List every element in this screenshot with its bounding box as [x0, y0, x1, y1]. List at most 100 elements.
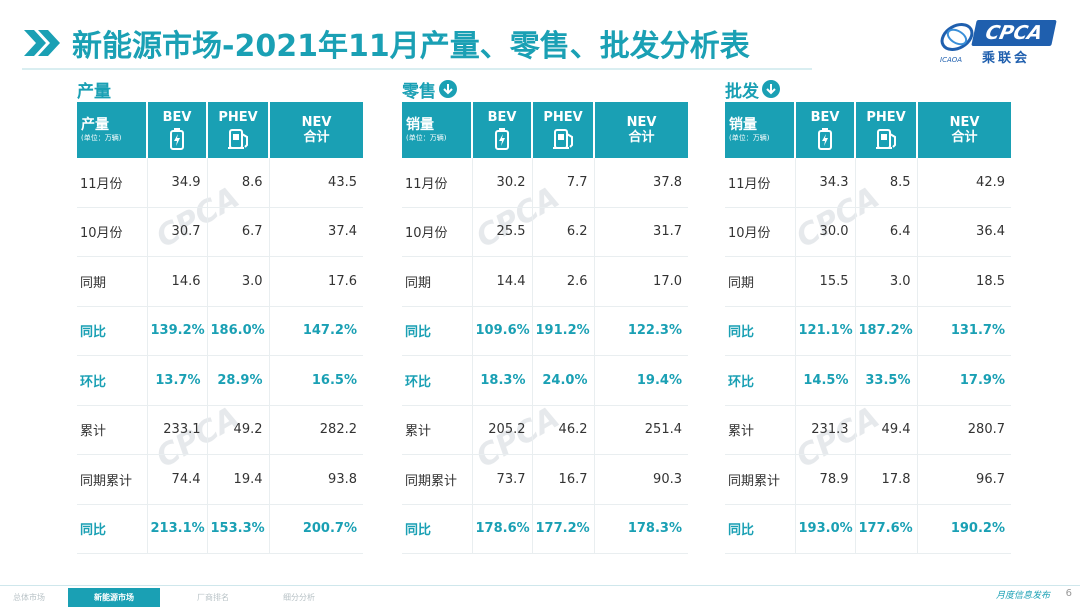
table-row: 累计 205.2 46.2 251.4 — [402, 405, 688, 455]
cell-bev: 74.4 — [147, 454, 208, 505]
cell-nev: 16.5% — [269, 355, 363, 406]
cell-bev: 109.6% — [472, 306, 533, 356]
page-title: 新能源市场-2021年11月产量、零售、批发分析表 — [72, 21, 750, 65]
cell-nev: 282.2 — [269, 405, 363, 455]
row-label: 同期累计 — [402, 454, 473, 505]
header-nev-total: 合计 — [951, 130, 978, 145]
row-label: 10月份 — [402, 207, 473, 257]
cell-nev: 147.2% — [269, 306, 363, 356]
cell-bev: 13.7% — [147, 355, 208, 406]
cell-phev: 6.7 — [207, 207, 270, 257]
page-number: 6 — [1065, 588, 1072, 599]
cpca-logo: CPCA 乘联会 ICAOA — [938, 14, 1057, 66]
battery-icon — [473, 128, 531, 150]
row-label: 环比 — [402, 355, 473, 406]
table-row: 11月份 34.9 8.6 43.5 — [77, 158, 363, 208]
footer-tagline: 月度信息发布 — [995, 591, 1050, 601]
cell-bev: 233.1 — [147, 405, 208, 455]
table-row: 同期 14.4 2.6 17.0 — [402, 256, 688, 307]
cell-bev: 14.5% — [795, 355, 856, 406]
table-row: 环比 18.3% 24.0% 19.4% — [402, 355, 688, 406]
cell-phev: 177.6% — [855, 504, 918, 554]
logo-small: ICAOA — [940, 56, 963, 64]
cell-nev: 190.2% — [917, 504, 1011, 554]
cell-phev: 24.0% — [532, 355, 595, 406]
cell-nev: 19.4% — [594, 355, 688, 406]
battery-icon — [796, 128, 854, 150]
table-row: 10月份 30.7 6.7 37.4 — [77, 207, 363, 257]
cell-nev: 93.8 — [269, 454, 363, 505]
header-unit: (单位：万辆) — [406, 134, 447, 142]
cell-nev: 90.3 — [594, 454, 688, 505]
table-row: 同比 109.6% 191.2% 122.3% — [402, 306, 688, 356]
panel-1: 零售 销量 (单位：万辆) BEV PHEV NEV 合计 11月份 30.2 7.7 37.8 10… — [402, 76, 688, 554]
arrow-down-circle-icon — [762, 80, 780, 98]
footer-tab[interactable]: 厂商排名 — [197, 593, 229, 602]
panel-title: 批发 — [725, 76, 1011, 102]
row-label: 同比 — [725, 504, 796, 554]
footer-tab[interactable]: 细分分析 — [283, 593, 315, 602]
charging-pump-icon — [208, 128, 268, 150]
row-label: 11月份 — [725, 158, 796, 208]
table-row: 同期累计 73.7 16.7 90.3 — [402, 454, 688, 505]
header-bev: BEV — [162, 110, 192, 125]
cell-nev: 17.6 — [269, 256, 363, 307]
table-header-row: 销量 (单位：万辆) BEV PHEV NEV 合计 — [725, 102, 1011, 158]
header-nev-cell: NEV 合计 — [594, 102, 688, 158]
table-row: 同比 121.1% 187.2% 131.7% — [725, 306, 1011, 356]
row-label: 累计 — [402, 405, 473, 455]
table-row: 同期累计 74.4 19.4 93.8 — [77, 454, 363, 505]
table-row: 同期 15.5 3.0 18.5 — [725, 256, 1011, 307]
table-row: 累计 231.3 49.4 280.7 — [725, 405, 1011, 455]
footer-tab[interactable]: 新能源市场 — [68, 588, 160, 607]
table-row: 环比 14.5% 33.5% 17.9% — [725, 355, 1011, 406]
table-header-row: 产量 (单位：万辆) BEV PHEV NEV 合计 — [77, 102, 363, 158]
footer-tab[interactable]: 总体市场 — [13, 593, 45, 602]
cell-bev: 30.7 — [147, 207, 208, 257]
cell-phev: 177.2% — [532, 504, 595, 554]
cell-nev: 36.4 — [917, 207, 1011, 257]
table-row: 11月份 30.2 7.7 37.8 — [402, 158, 688, 208]
panel-title: 产量 — [77, 76, 363, 102]
cell-bev: 14.6 — [147, 256, 208, 307]
logo-text: CPCA — [971, 20, 1057, 46]
header-bev: BEV — [487, 110, 517, 125]
cell-nev: 131.7% — [917, 306, 1011, 356]
cell-nev: 17.9% — [917, 355, 1011, 406]
header-nev: NEV — [626, 115, 657, 130]
header-label-cell: 销量 (单位：万辆) — [402, 102, 473, 158]
cell-phev: 49.4 — [855, 405, 918, 455]
panel-0: 产量 产量 (单位：万辆) BEV PHEV NEV 合计 11月份 34.9 8.6 43.5 10… — [77, 76, 363, 554]
cell-bev: 30.0 — [795, 207, 856, 257]
footer-line — [0, 585, 1080, 586]
cell-phev: 46.2 — [532, 405, 595, 455]
cell-phev: 16.7 — [532, 454, 595, 505]
cell-nev: 18.5 — [917, 256, 1011, 307]
title-bar: 新能源市场-2021年11月产量、零售、批发分析表 — [22, 18, 750, 68]
table-row: 累计 233.1 49.2 282.2 — [77, 405, 363, 455]
row-label: 11月份 — [402, 158, 473, 208]
cell-bev: 78.9 — [795, 454, 856, 505]
cell-phev: 2.6 — [532, 256, 595, 307]
header-nev-total: 合计 — [303, 130, 330, 145]
row-label: 同比 — [402, 306, 473, 356]
row-label: 同期 — [402, 256, 473, 307]
cell-phev: 6.2 — [532, 207, 595, 257]
header-unit: (单位：万辆) — [81, 134, 122, 142]
cell-bev: 25.5 — [472, 207, 533, 257]
header-label: 销量 — [406, 117, 434, 133]
table-row: 同比 178.6% 177.2% 178.3% — [402, 504, 688, 554]
cell-bev: 193.0% — [795, 504, 856, 554]
cell-bev: 178.6% — [472, 504, 533, 554]
table-row: 同比 193.0% 177.6% 190.2% — [725, 504, 1011, 554]
header-bev-cell: BEV — [472, 102, 533, 158]
double-chevron-icon — [22, 28, 62, 58]
header-label-cell: 产量 (单位：万辆) — [77, 102, 148, 158]
table-row: 10月份 25.5 6.2 31.7 — [402, 207, 688, 257]
cell-bev: 121.1% — [795, 306, 856, 356]
cell-bev: 30.2 — [472, 158, 533, 208]
row-label: 10月份 — [725, 207, 796, 257]
cell-phev: 153.3% — [207, 504, 270, 554]
cell-nev: 42.9 — [917, 158, 1011, 208]
row-label: 11月份 — [77, 158, 148, 208]
